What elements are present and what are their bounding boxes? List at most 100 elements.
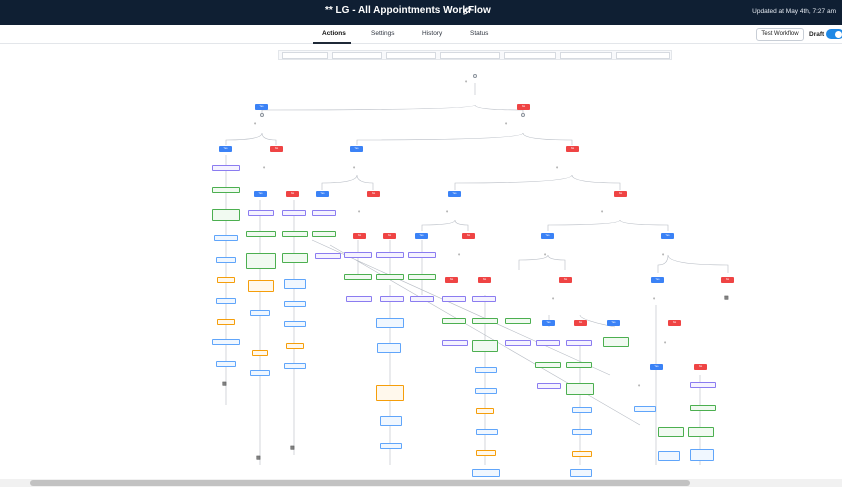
condition-node[interactable]: ◎: [263, 166, 266, 169]
condition-node[interactable]: ◎: [653, 297, 656, 300]
branch-yes[interactable]: Yes: [607, 320, 620, 326]
branch-no[interactable]: No: [445, 277, 458, 283]
trigger-chip[interactable]: [332, 52, 382, 59]
action-node[interactable]: [380, 296, 404, 302]
branch-no[interactable]: No: [574, 320, 587, 326]
branch-no[interactable]: No: [367, 191, 380, 197]
action-node[interactable]: [472, 340, 498, 352]
test-workflow-button[interactable]: Test Workflow: [756, 28, 804, 41]
workflow-canvas[interactable]: ◎ Yes No ◎ ◎ Yes No Yes No ◎ ◎ ◎ Yes No …: [0, 45, 842, 479]
action-node[interactable]: [216, 257, 236, 263]
action-node[interactable]: [376, 274, 404, 280]
action-node[interactable]: [344, 252, 372, 258]
action-node[interactable]: [690, 405, 716, 411]
action-node[interactable]: [505, 318, 531, 324]
action-node[interactable]: [476, 450, 496, 456]
action-node[interactable]: [536, 340, 560, 346]
action-node[interactable]: [634, 406, 656, 412]
action-node[interactable]: [284, 363, 306, 369]
action-node[interactable]: [284, 301, 306, 307]
action-node[interactable]: [250, 370, 270, 376]
action-node[interactable]: [377, 343, 401, 353]
action-node[interactable]: [376, 252, 404, 258]
action-node[interactable]: [690, 382, 716, 388]
action-node[interactable]: [690, 449, 714, 461]
action-node[interactable]: [505, 340, 531, 346]
action-node[interactable]: [284, 279, 306, 289]
action-node[interactable]: [566, 340, 592, 346]
condition-node[interactable]: ◎: [544, 253, 547, 256]
condition-node[interactable]: ◎: [254, 122, 257, 125]
action-node[interactable]: [572, 451, 592, 457]
action-node[interactable]: [312, 231, 336, 237]
action-node[interactable]: [472, 318, 498, 324]
action-node[interactable]: [442, 340, 468, 346]
branch-yes[interactable]: Yes: [316, 191, 329, 197]
trigger-chip[interactable]: [440, 52, 500, 59]
action-node[interactable]: [252, 350, 268, 356]
branch-yes[interactable]: Yes: [350, 146, 363, 152]
condition-node[interactable]: ◎: [638, 384, 641, 387]
branch-yes[interactable]: Yes: [219, 146, 232, 152]
trigger-chip[interactable]: [616, 52, 670, 59]
trigger-chip[interactable]: [282, 52, 328, 59]
action-node[interactable]: [472, 469, 500, 477]
action-node[interactable]: [217, 319, 235, 325]
action-node[interactable]: [250, 310, 270, 316]
branch-yes[interactable]: Yes: [542, 320, 555, 326]
branch-no[interactable]: No: [517, 104, 530, 110]
branch-no[interactable]: No: [353, 233, 366, 239]
condition-node[interactable]: ◎: [458, 253, 461, 256]
action-node[interactable]: [282, 253, 308, 263]
action-node[interactable]: [442, 318, 466, 324]
action-node[interactable]: [282, 210, 306, 216]
action-node[interactable]: [212, 165, 240, 171]
branch-yes[interactable]: Yes: [661, 233, 674, 239]
branch-yes[interactable]: Yes: [650, 364, 663, 370]
action-node[interactable]: [475, 388, 497, 394]
condition-node[interactable]: ◎: [505, 122, 508, 125]
action-node[interactable]: [572, 429, 592, 435]
action-node[interactable]: [475, 367, 497, 373]
action-node[interactable]: [312, 210, 336, 216]
branch-no[interactable]: No: [383, 233, 396, 239]
action-node[interactable]: [476, 429, 498, 435]
action-node[interactable]: [212, 339, 240, 345]
add-step-dot[interactable]: [260, 113, 264, 117]
condition-node[interactable]: ◎: [358, 210, 361, 213]
add-step-dot[interactable]: [521, 113, 525, 117]
trigger-chip[interactable]: [386, 52, 436, 59]
action-node[interactable]: [248, 280, 274, 292]
trigger-chip[interactable]: [560, 52, 612, 59]
action-node[interactable]: [408, 274, 436, 280]
action-node[interactable]: [472, 296, 496, 302]
branch-yes[interactable]: Yes: [541, 233, 554, 239]
action-node[interactable]: [284, 321, 306, 327]
branch-no[interactable]: No: [668, 320, 681, 326]
action-node[interactable]: [246, 231, 276, 237]
action-node[interactable]: [246, 253, 276, 269]
condition-node[interactable]: ◎: [556, 166, 559, 169]
branch-yes[interactable]: Yes: [255, 104, 268, 110]
action-node[interactable]: [658, 427, 684, 437]
action-node[interactable]: [376, 385, 404, 401]
action-node[interactable]: [442, 296, 466, 302]
action-node[interactable]: [376, 318, 404, 328]
tab-settings[interactable]: Settings: [371, 30, 395, 37]
action-node[interactable]: [216, 361, 236, 367]
action-node[interactable]: [346, 296, 372, 302]
action-node[interactable]: [344, 274, 372, 280]
condition-node[interactable]: ◎: [465, 80, 468, 83]
action-node[interactable]: [248, 210, 274, 216]
workflow-title[interactable]: ** LG - All Appointments WorkFlow: [325, 5, 491, 16]
action-node[interactable]: [566, 383, 594, 395]
branch-no[interactable]: No: [286, 191, 299, 197]
branch-no[interactable]: No: [462, 233, 475, 239]
action-node[interactable]: [535, 362, 561, 368]
tab-actions[interactable]: Actions: [322, 30, 346, 37]
action-node[interactable]: [603, 337, 629, 347]
horizontal-scrollbar[interactable]: [0, 479, 842, 487]
action-node[interactable]: [216, 298, 236, 304]
scrollbar-thumb[interactable]: [30, 480, 690, 486]
action-node[interactable]: [570, 469, 592, 477]
